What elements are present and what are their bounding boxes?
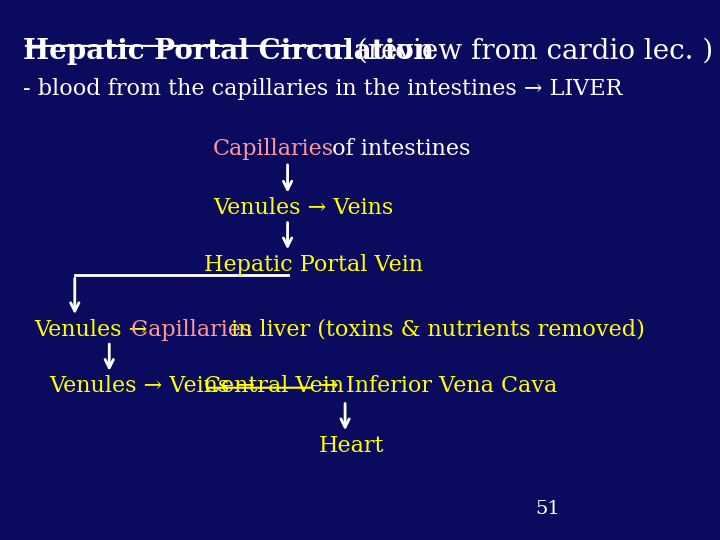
Text: Capillaries: Capillaries — [124, 319, 252, 341]
Text: Central Vein: Central Vein — [204, 375, 344, 397]
Text: (review from cardio lec. ): (review from cardio lec. ) — [348, 38, 714, 65]
Text: Hepatic Portal Circulation: Hepatic Portal Circulation — [23, 38, 434, 65]
Text: Heart: Heart — [319, 435, 384, 457]
Text: Venules → Veins →: Venules → Veins → — [49, 375, 255, 397]
Text: Venules → Veins: Venules → Veins — [213, 197, 393, 219]
Text: - blood from the capillaries in the intestines → LIVER: - blood from the capillaries in the inte… — [23, 78, 622, 100]
Text: → Inferior Vena Cava: → Inferior Vena Cava — [313, 375, 558, 397]
Text: 51: 51 — [535, 501, 559, 518]
Text: in liver (toxins & nutrients removed): in liver (toxins & nutrients removed) — [225, 319, 645, 341]
Text: Capillaries: Capillaries — [213, 138, 334, 160]
Text: Venules →: Venules → — [35, 319, 148, 341]
Text: of intestines: of intestines — [325, 138, 470, 160]
Text: Hepatic Portal Vein: Hepatic Portal Vein — [204, 254, 423, 276]
